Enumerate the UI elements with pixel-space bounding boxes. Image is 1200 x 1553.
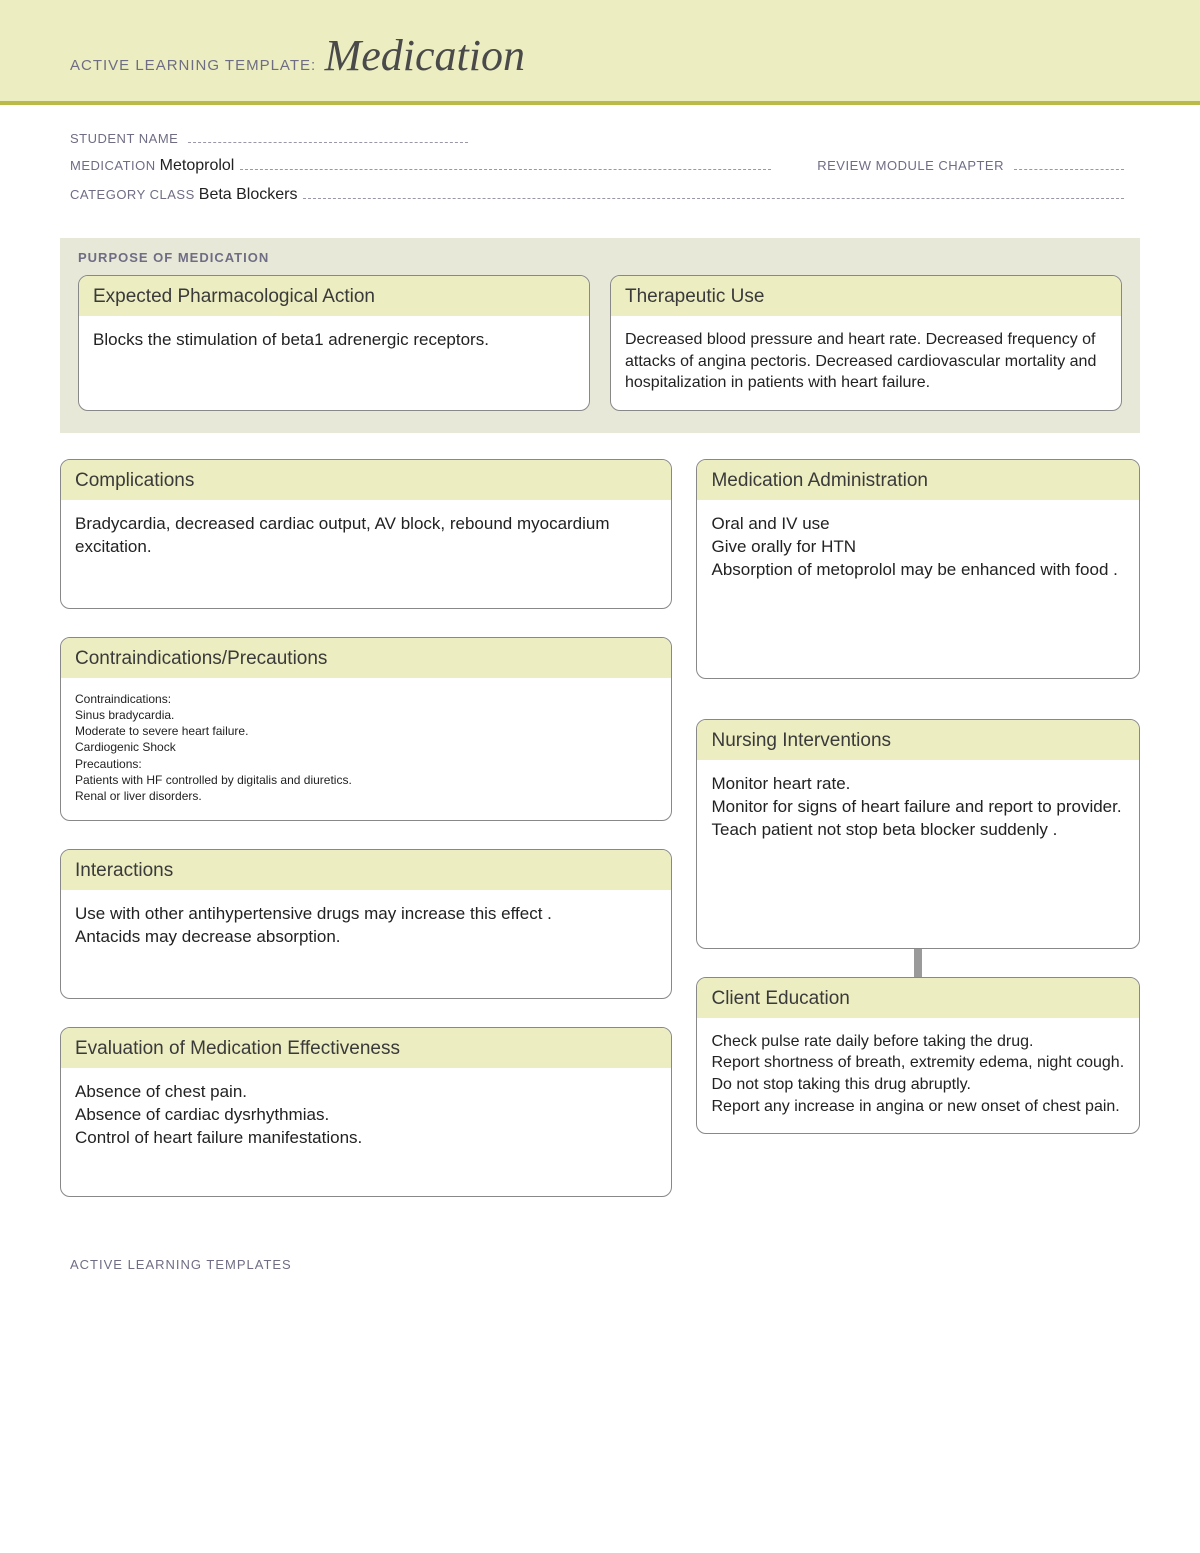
review-label: REVIEW MODULE CHAPTER <box>817 158 1004 173</box>
card-body: Decreased blood pressure and heart rate.… <box>611 319 1121 410</box>
card-body: Absence of chest pain. Absence of cardia… <box>61 1071 671 1166</box>
underline <box>303 185 1124 199</box>
card-body: Use with other antihypertensive drugs ma… <box>61 893 671 965</box>
connector-line <box>914 949 922 977</box>
purpose-label: PURPOSE OF MEDICATION <box>78 250 1122 265</box>
card-title: Complications <box>61 460 671 503</box>
purpose-section: PURPOSE OF MEDICATION Expected Pharmacol… <box>60 238 1140 433</box>
category-value: Beta Blockers <box>195 186 298 204</box>
card-complications: Complications Bradycardia, decreased car… <box>60 459 672 609</box>
card-body: Oral and IV use Give orally for HTN Abso… <box>697 503 1139 598</box>
card-body: Blocks the stimulation of beta1 adrenerg… <box>79 319 589 368</box>
card-body: Monitor heart rate. Monitor for signs of… <box>697 763 1139 858</box>
card-body: Contraindications: Sinus bradycardia. Mo… <box>61 681 671 820</box>
header-banner: ACTIVE LEARNING TEMPLATE: Medication <box>0 0 1200 105</box>
underline <box>188 129 468 143</box>
underline <box>1014 156 1124 170</box>
left-column: Complications Bradycardia, decreased car… <box>60 459 672 1197</box>
footer-text: ACTIVE LEARNING TEMPLATES <box>70 1257 292 1272</box>
card-title: Interactions <box>61 850 671 893</box>
student-name-row: STUDENT NAME <box>70 129 1130 146</box>
medication-value: Metoprolol <box>156 157 235 175</box>
medication-row: MEDICATION Metoprolol REVIEW MODULE CHAP… <box>70 156 1130 175</box>
category-label: CATEGORY CLASS <box>70 187 195 202</box>
card-title: Expected Pharmacological Action <box>79 276 589 319</box>
card-title: Evaluation of Medication Effectiveness <box>61 1028 671 1071</box>
main-area: Complications Bradycardia, decreased car… <box>0 433 1200 1237</box>
medication-label: MEDICATION <box>70 158 156 173</box>
template-title: Medication <box>325 30 525 81</box>
card-nursing-interventions: Nursing Interventions Monitor heart rate… <box>696 719 1140 949</box>
card-title: Nursing Interventions <box>697 720 1139 763</box>
card-title: Medication Administration <box>697 460 1139 503</box>
right-column: Medication Administration Oral and IV us… <box>696 459 1140 1197</box>
template-label: ACTIVE LEARNING TEMPLATE: <box>70 57 316 74</box>
card-client-education: Client Education Check pulse rate daily … <box>696 977 1140 1134</box>
card-body: Check pulse rate daily before taking the… <box>697 1021 1139 1133</box>
underline <box>240 156 771 170</box>
card-interactions: Interactions Use with other antihyperten… <box>60 849 672 999</box>
card-pharm-action: Expected Pharmacological Action Blocks t… <box>78 275 590 411</box>
card-title: Therapeutic Use <box>611 276 1121 319</box>
card-title: Client Education <box>697 978 1139 1021</box>
card-title: Contraindications/Precautions <box>61 638 671 681</box>
footer: ACTIVE LEARNING TEMPLATES <box>0 1237 1200 1312</box>
category-row: CATEGORY CLASS Beta Blockers <box>70 185 1130 204</box>
student-name-label: STUDENT NAME <box>70 131 178 146</box>
card-evaluation: Evaluation of Medication Effectiveness A… <box>60 1027 672 1197</box>
card-therapeutic-use: Therapeutic Use Decreased blood pressure… <box>610 275 1122 411</box>
meta-block: STUDENT NAME MEDICATION Metoprolol REVIE… <box>0 105 1200 224</box>
card-contraindications: Contraindications/Precautions Contraindi… <box>60 637 672 821</box>
card-body: Bradycardia, decreased cardiac output, A… <box>61 503 671 575</box>
card-administration: Medication Administration Oral and IV us… <box>696 459 1140 679</box>
